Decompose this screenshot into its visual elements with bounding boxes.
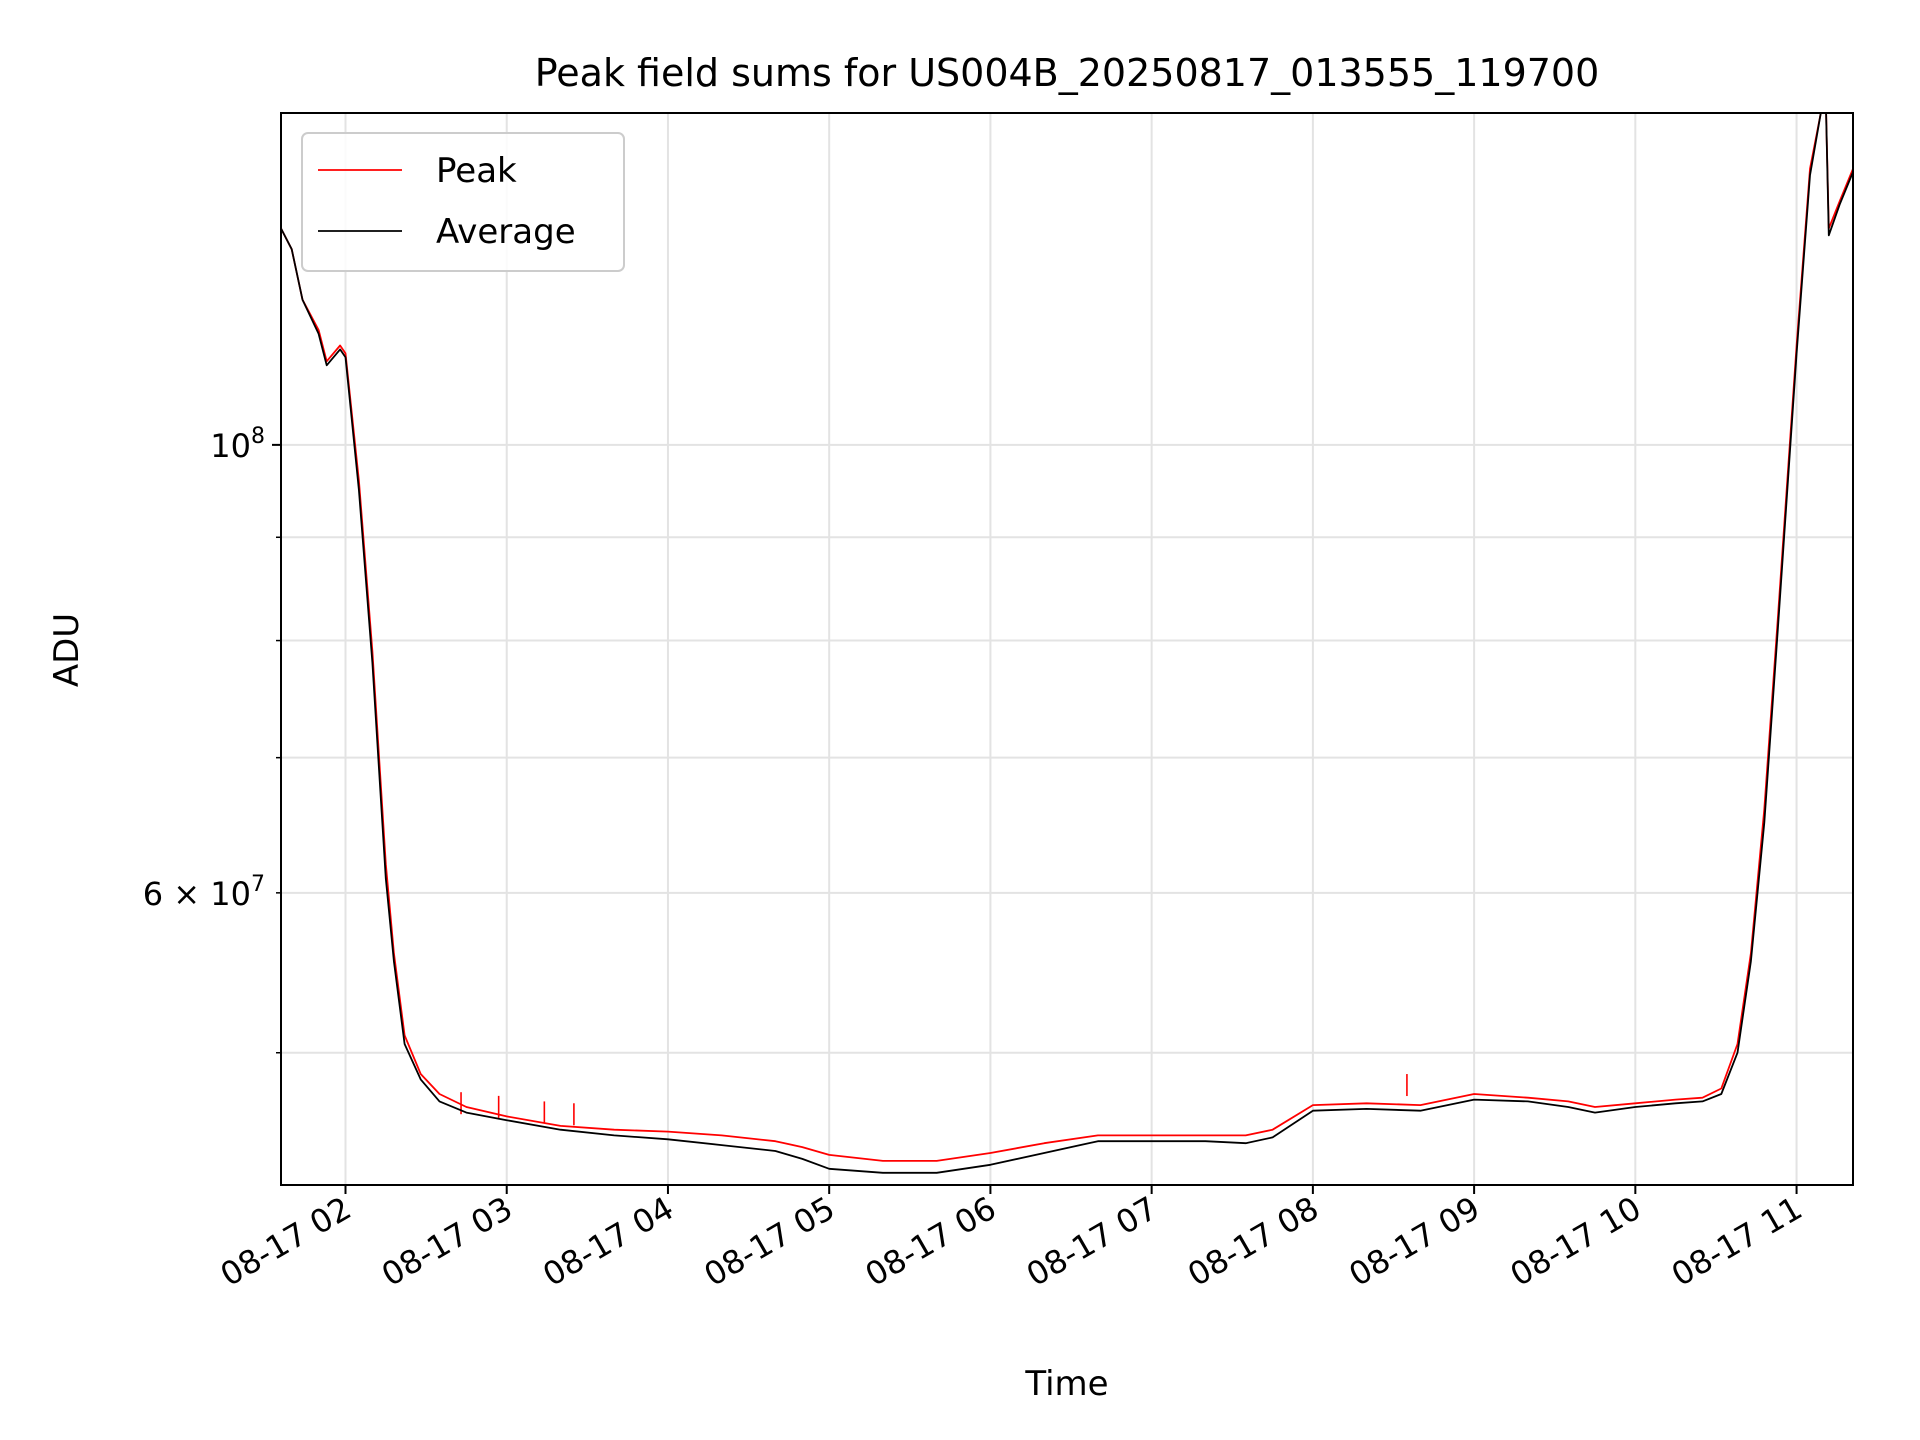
series-line-average (281, 113, 1853, 1174)
y-axis: 108 6 × 107 (143, 424, 281, 1054)
y-tick-label: 6 × 107 (143, 872, 265, 913)
series-layer (281, 113, 1853, 1174)
legend: Peak Average (301, 132, 625, 272)
legend-box (301, 132, 625, 272)
grid (281, 113, 1853, 1185)
plot-frame (280, 112, 1854, 1186)
chart-title: Peak field sums for US004B_20250817_0135… (535, 51, 1600, 95)
legend-label-average: Average (436, 212, 576, 252)
legend-label-peak: Peak (436, 151, 517, 191)
y-axis-label: ADU (47, 613, 87, 687)
y-tick-label: 108 (210, 424, 265, 465)
plot-area (281, 113, 1853, 1185)
x-axis-label: Time (1024, 1364, 1108, 1404)
